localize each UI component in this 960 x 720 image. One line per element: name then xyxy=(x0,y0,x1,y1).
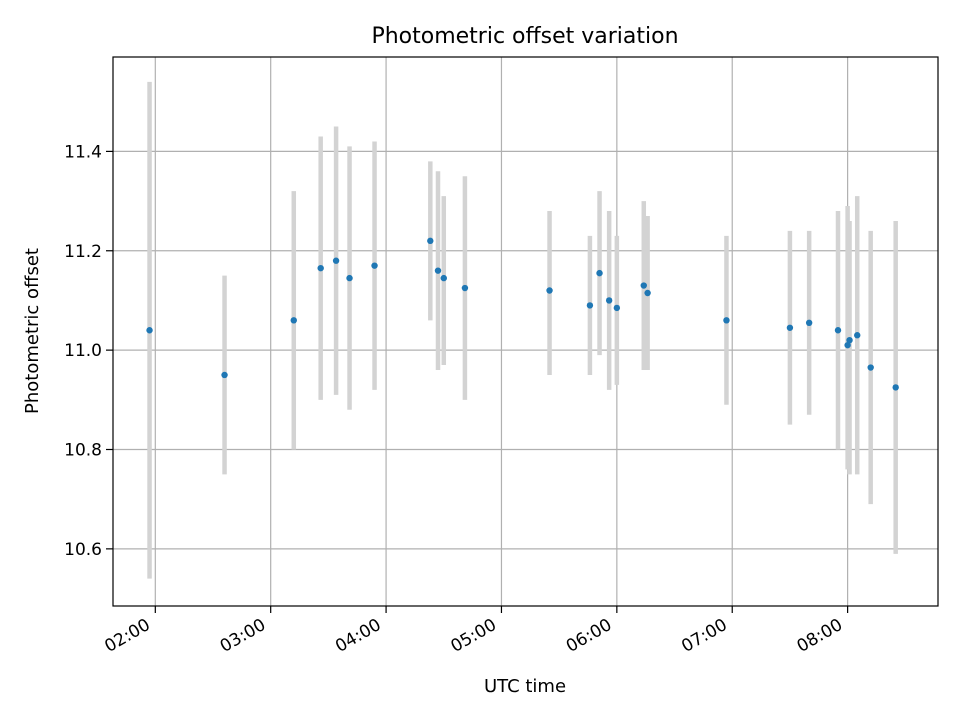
data-point xyxy=(605,297,613,304)
data-point xyxy=(867,364,874,371)
data-point xyxy=(440,274,447,282)
data-point xyxy=(434,267,442,274)
data-point xyxy=(596,269,603,277)
data-point xyxy=(461,284,469,292)
data-point xyxy=(846,336,853,344)
data-point xyxy=(834,327,842,334)
y-tick-label: 10.6 xyxy=(64,540,102,560)
y-tick-label: 11.4 xyxy=(64,142,102,162)
y-tick-label: 11.0 xyxy=(64,341,102,361)
plot-area xyxy=(113,57,938,606)
data-point xyxy=(854,332,861,339)
data-point xyxy=(723,317,730,324)
data-point xyxy=(613,304,621,312)
data-point xyxy=(644,289,651,297)
x-axis-label: UTC time xyxy=(484,676,566,697)
data-point xyxy=(640,282,647,289)
data-point xyxy=(786,324,794,331)
data-point xyxy=(805,319,813,327)
data-point xyxy=(332,257,340,264)
data-point xyxy=(146,327,153,334)
plot-frame xyxy=(112,56,939,607)
data-point xyxy=(346,274,353,282)
y-axis-label: Photometric offset xyxy=(22,248,43,414)
data-points xyxy=(146,237,899,391)
y-tick-label: 11.2 xyxy=(64,242,102,262)
data-point xyxy=(586,302,594,309)
data-point xyxy=(371,262,378,269)
data-point xyxy=(290,317,297,324)
data-point xyxy=(317,264,324,272)
data-point xyxy=(892,384,899,391)
grid-lines xyxy=(113,57,938,606)
data-point xyxy=(221,371,228,379)
y-tick-label: 10.8 xyxy=(64,440,102,460)
data-point xyxy=(427,237,434,245)
chart-title: Photometric offset variation xyxy=(371,24,678,49)
data-point xyxy=(546,287,553,294)
data-point xyxy=(844,341,851,349)
